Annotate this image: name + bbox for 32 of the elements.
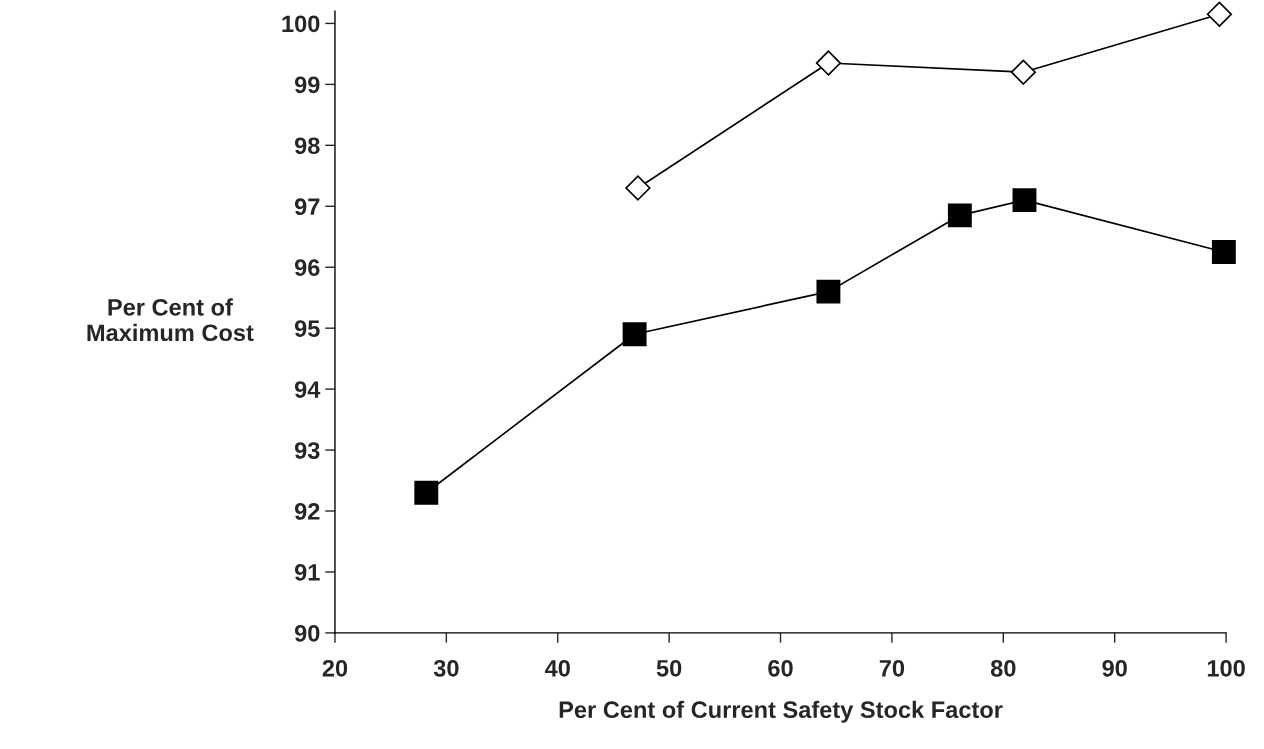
x-tick-label: 40	[544, 659, 570, 677]
x-tick-label: 20	[322, 659, 348, 677]
y-axis-title: Per Cent of Maximum Cost	[87, 298, 254, 342]
point	[622, 322, 647, 347]
point	[1211, 240, 1236, 264]
y-tick-label: 92	[294, 503, 320, 520]
point	[947, 203, 972, 228]
x-tick-label: 70	[879, 659, 905, 677]
y-tick-label: 99	[294, 76, 320, 94]
y-tick-label: 96	[294, 259, 320, 276]
y-tick-label: 95	[294, 320, 320, 337]
point	[815, 50, 842, 76]
y-tick-label: 93	[294, 442, 320, 459]
x-tick-label: 60	[768, 659, 793, 677]
point	[1012, 188, 1037, 213]
x-tick-label: 30	[433, 659, 459, 677]
y-tick-label: 100	[282, 15, 320, 33]
point	[414, 480, 439, 505]
point	[1206, 1, 1233, 27]
x-tick-label: 90	[1102, 659, 1127, 677]
point	[1010, 59, 1036, 85]
y-tick-label: 91	[294, 564, 320, 581]
y-tick-label: 94	[294, 381, 321, 398]
point	[625, 175, 651, 201]
x-tick-label: 80	[990, 659, 1016, 677]
y-tick-label: 90	[294, 624, 320, 642]
point	[816, 279, 841, 304]
x-tick-label: 50	[656, 659, 682, 677]
x-tick-label: 100	[1207, 659, 1245, 677]
y-tick-label: 97	[294, 198, 320, 216]
x-axis-title: Per Cent of Current Safety Stock Factor	[559, 700, 1003, 723]
y-tick-label: 98	[294, 137, 320, 155]
